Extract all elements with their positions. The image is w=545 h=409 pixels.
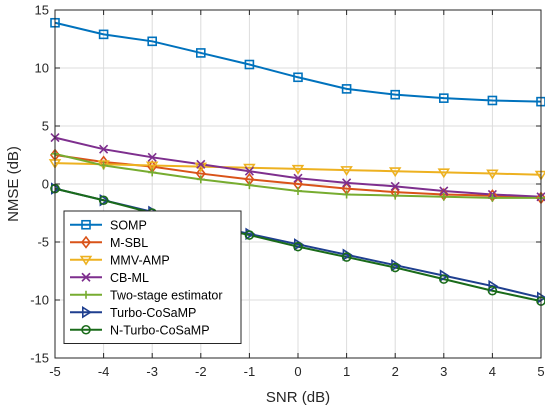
x-tick-label: 2: [392, 364, 399, 379]
legend-entry-cb-ml: CB-ML: [70, 271, 149, 285]
y-axis-label: NMSE (dB): [5, 146, 22, 222]
data-point-cb-ml: [244, 166, 254, 176]
data-point-turbo-cosamp: [99, 193, 110, 207]
x-tick-label: 3: [440, 364, 447, 379]
legend-label: Two-stage estimator: [110, 288, 223, 302]
legend-entry-m-sbl: M-SBL: [70, 235, 148, 250]
data-point-cb-ml: [147, 152, 157, 162]
x-axis-label: SNR (dB): [266, 389, 330, 406]
data-point-cb-ml: [439, 186, 449, 196]
data-point-mmv-amp: [145, 161, 159, 172]
legend-entry-n-turbo-cosamp: N-Turbo-CoSaMP: [70, 323, 210, 337]
y-tick-label: 0: [42, 177, 49, 192]
data-point-turbo-cosamp: [488, 279, 499, 293]
data-point-n-turbo-cosamp: [98, 195, 109, 206]
legend-marker: [81, 324, 91, 335]
data-point-somp: [341, 84, 352, 94]
y-tick-label: -10: [30, 293, 49, 308]
data-point-somp: [390, 89, 401, 100]
legend-marker: [82, 290, 90, 299]
legend-entry-two-stage-estimator: Two-stage estimator: [70, 288, 223, 302]
data-point-two-stage-estimator: [148, 168, 157, 177]
data-point-two-stage-estimator: [196, 175, 205, 184]
data-point-mmv-amp: [437, 168, 451, 179]
legend-marker: [81, 272, 91, 282]
data-point-two-stage-estimator: [439, 192, 448, 201]
series-line-mmv-amp: [54, 162, 542, 176]
data-point-somp: [196, 48, 206, 58]
data-point-n-turbo-cosamp: [438, 274, 449, 284]
data-point-two-stage-estimator: [294, 186, 302, 195]
x-tick-label: -5: [49, 364, 61, 379]
x-tick-label: -3: [146, 364, 158, 379]
y-tick-labels: 15 10 5 0 -5 -10 -15: [30, 3, 49, 366]
data-point-n-turbo-cosamp: [487, 285, 498, 296]
y-tick-label: 10: [35, 61, 49, 76]
data-point-n-turbo-cosamp: [390, 262, 401, 273]
legend-marker: [81, 219, 91, 230]
data-point-mmv-amp: [340, 166, 353, 176]
y-tick-label: 15: [35, 3, 49, 18]
series-markers: [48, 17, 545, 306]
data-point-somp: [147, 36, 157, 47]
data-point-n-turbo-cosamp: [244, 230, 255, 240]
legend-label: N-Turbo-CoSaMP: [110, 323, 210, 337]
legend-entry-somp: SOMP: [70, 218, 147, 232]
data-point-somp: [98, 29, 109, 40]
data-point-cb-ml: [342, 178, 352, 188]
data-point-mmv-amp: [486, 169, 499, 180]
data-point-n-turbo-cosamp: [293, 241, 303, 252]
data-point-somp: [244, 59, 255, 70]
data-point-two-stage-estimator: [488, 193, 497, 202]
y-tick-label: -5: [37, 235, 49, 250]
legend-marker: [80, 235, 92, 249]
series-line-somp: [54, 21, 542, 103]
x-tick-labels: -5 -4 -3 -2 -1 0 1 2 3 4 5: [49, 364, 544, 379]
legend-marker: [79, 255, 93, 266]
data-point-cb-ml: [293, 173, 303, 183]
legend-label: Turbo-CoSaMP: [110, 306, 196, 320]
legend-entry-mmv-amp: MMV-AMP: [70, 253, 170, 267]
legend-marker: [82, 305, 92, 319]
data-point-somp: [438, 93, 449, 103]
data-point-mmv-amp: [291, 164, 305, 175]
data-point-somp: [293, 72, 303, 83]
data-point-mmv-amp: [388, 167, 402, 178]
y-tick-label: -15: [30, 351, 49, 366]
data-point-two-stage-estimator: [245, 181, 254, 190]
legend: SOMP M-SBL MMV-AMP CB-ML Two-stage estimator…: [63, 210, 242, 344]
data-point-somp: [487, 95, 498, 106]
x-tick-label: -1: [244, 364, 256, 379]
data-point-cb-ml: [99, 144, 109, 154]
legend-label: SOMP: [110, 218, 147, 232]
data-point-cb-ml: [390, 181, 400, 191]
data-point-n-turbo-cosamp: [341, 252, 352, 262]
data-point-cb-ml: [196, 159, 206, 169]
y-tick-label: 5: [42, 119, 49, 134]
x-tick-label: 0: [294, 364, 301, 379]
legend-label: M-SBL: [110, 236, 148, 250]
legend-label: MMV-AMP: [110, 253, 170, 267]
data-point-two-stage-estimator: [99, 161, 108, 170]
x-tick-label: -2: [195, 364, 207, 379]
x-tick-label: 1: [343, 364, 350, 379]
data-point-two-stage-estimator: [391, 191, 400, 200]
x-tick-label: 5: [537, 364, 544, 379]
x-tick-label: 4: [489, 364, 496, 379]
plot-frame: [54, 9, 542, 359]
data-point-two-stage-estimator: [342, 190, 351, 199]
legend-entry-turbo-cosamp: Turbo-CoSaMP: [70, 306, 196, 320]
legend-label: CB-ML: [110, 271, 149, 285]
x-tick-label: -4: [98, 364, 110, 379]
